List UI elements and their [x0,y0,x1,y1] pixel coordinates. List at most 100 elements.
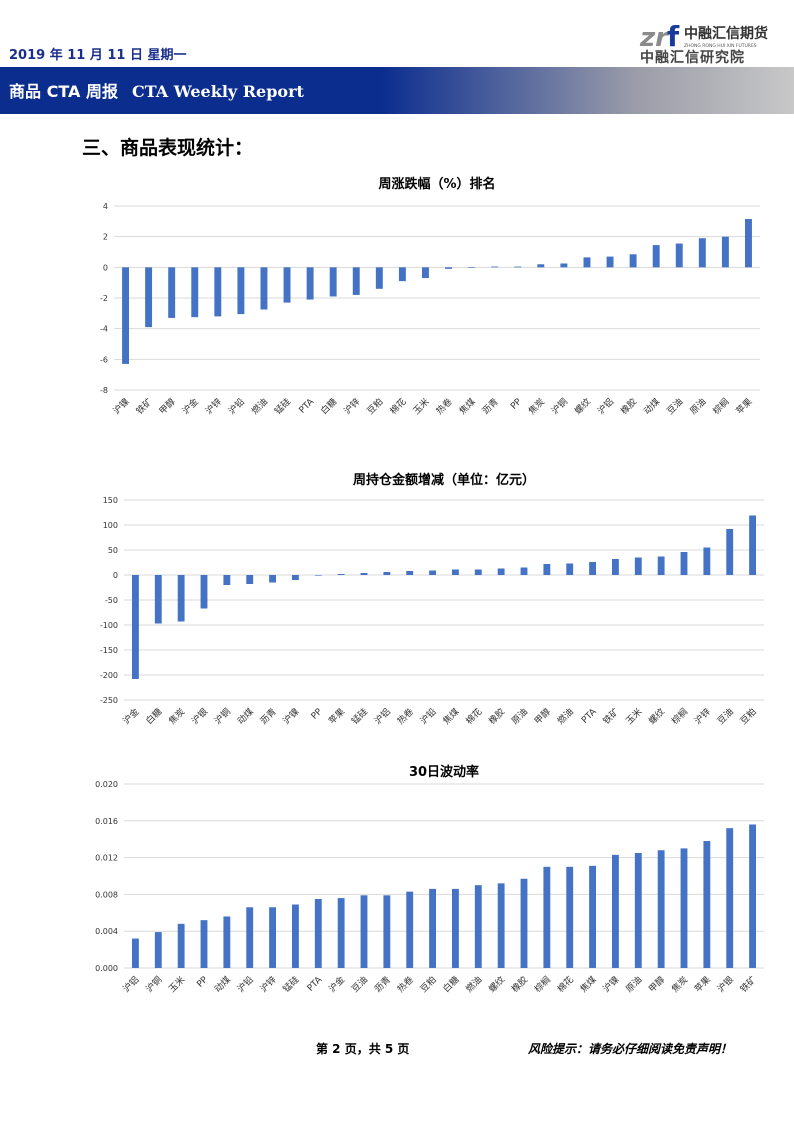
open-interest-change-chart: 周持仓金额增减（单位：亿元） 150 100 50 0 -50 -100 -150 -200 -2… [100,472,764,727]
x-category-label: 豆油 [664,396,685,417]
y-tick-label: -6 [100,355,108,364]
y-tick-label: 0.016 [95,817,118,826]
bar [260,267,268,310]
y-tick-label: 0.012 [95,854,118,863]
x-category-label: PTA [298,396,317,415]
x-category-label: 沪镍 [280,706,301,727]
bar [200,920,208,968]
x-category-label: 沥青 [372,974,393,995]
bar [422,267,429,279]
x-category-label: PP [509,397,524,412]
x-category-label: 苹果 [733,396,754,417]
x-category-label: 棉花 [555,974,576,995]
x-category-label: 动煤 [212,974,233,995]
bar [537,264,545,268]
y-tick-label: 0.008 [95,890,118,899]
x-category-label: 橡胶 [509,974,530,995]
bar [520,567,528,575]
bar [406,891,414,968]
bar [269,575,276,583]
x-category-label: 焦炭 [166,706,187,727]
bar [132,938,139,968]
x-category-label: 白糖 [318,396,339,417]
x-category-label: 沪锌 [257,974,278,995]
x-category-label: 锰硅 [280,974,301,995]
x-category-label: 苹果 [326,706,347,727]
bar [223,575,231,585]
bar [292,904,299,968]
x-category-label: 玉米 [166,974,187,995]
company-logo: zr f 中融汇信期货 ZHONG RONG HUI XIN FUTURES 中… [638,16,784,66]
x-category-label: 热卷 [395,974,416,995]
bar [337,574,345,575]
bar [543,564,551,575]
bar [168,267,176,318]
x-category-label: PP [195,975,210,990]
bar [698,238,706,268]
x-category-label: 螺纹 [486,974,507,995]
bar [680,848,688,968]
bar [589,865,596,968]
bar [583,257,591,268]
y-tick-label: 0.020 [95,780,118,789]
x-category-label: 沪锌 [692,706,713,727]
bar [177,575,185,622]
bar [514,266,522,268]
bar [406,571,414,575]
x-category-label: 棉花 [387,396,408,417]
x-category-label: 沪铜 [212,706,233,727]
x-category-label: 沪金 [120,706,141,727]
bar [474,885,482,968]
x-category-label: 铁矿 [737,974,758,995]
bar [634,557,642,575]
x-category-label: 动煤 [235,706,256,727]
x-category-label: 苹果 [692,974,713,995]
bar [452,888,459,968]
x-category-label: 沪锌 [341,396,362,417]
bar [745,219,752,268]
bar [246,907,254,968]
y-tick-label: 0.000 [95,964,118,973]
y-tick-label: 0 [103,263,108,272]
bar [223,916,231,968]
bar [237,267,245,315]
x-category-label: 沪铜 [143,974,164,995]
bar [337,898,345,968]
x-category-label: 热卷 [433,396,454,417]
bar [634,853,642,968]
y-tick-label: -200 [100,671,118,680]
svg-text:f: f [667,20,680,53]
y-tick-label: 150 [103,496,118,505]
y-tick-label: -8 [100,386,108,395]
x-category-label: 橡胶 [486,706,507,727]
x-category-label: 锰硅 [349,706,370,727]
x-category-label: 焦炭 [526,396,547,417]
bar [352,267,360,295]
x-category-label: 沪铝 [595,396,616,417]
report-banner: 商品 CTA 周报 CTA Weekly Report [0,67,794,114]
x-category-label: 玉米 [410,396,431,417]
x-category-label: 甲醇 [532,706,553,727]
bar [468,267,476,268]
bar [726,529,734,575]
bar [612,559,619,575]
y-tick-label: 100 [103,521,118,530]
x-category-label: 燃油 [249,396,270,417]
bar [657,556,665,575]
bar [560,263,568,268]
bar [375,267,383,289]
y-tick-label: -2 [100,294,108,303]
x-category-label: 燃油 [463,974,484,995]
logo-institute: 中融汇信研究院 [640,49,745,66]
bar [680,552,688,575]
bar [154,575,162,624]
bar [314,575,322,576]
x-category-label: 热卷 [395,706,416,727]
bar [606,256,614,268]
x-category-label: PP [310,707,325,722]
bar [491,266,499,268]
y-tick-label: 0 [113,571,118,580]
x-category-label: 沪银 [715,974,736,995]
